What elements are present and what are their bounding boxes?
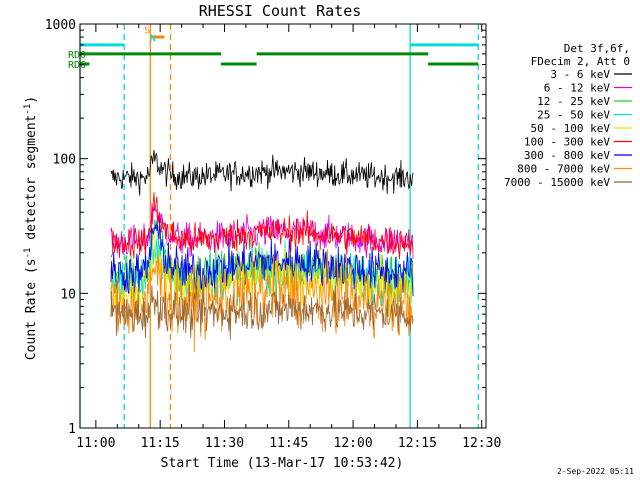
flag-letter-s: S bbox=[144, 26, 150, 37]
legend-header-line1: Det 3f,6f, bbox=[564, 42, 630, 55]
flag-letter-n: N bbox=[150, 34, 156, 45]
series-line-100-300-kev bbox=[110, 192, 414, 260]
chart-title: RHESSI Count Rates bbox=[199, 2, 362, 20]
flag-label-rd0: RD0 bbox=[68, 50, 86, 61]
y-tick-label-4: 1000 bbox=[45, 18, 76, 33]
x-tick-label-4: 11:45 bbox=[269, 436, 308, 451]
y-tick-label-1: 1 bbox=[68, 422, 76, 437]
x-axis-label: Start Time (13-Mar-17 10:53:42) bbox=[161, 456, 404, 471]
series-line-800-7000-kev bbox=[110, 248, 414, 353]
x-tick-label-1: 11:00 bbox=[76, 436, 115, 451]
legend-label-2: 6 - 12 keV bbox=[544, 82, 611, 95]
x-tick-label-3: 11:30 bbox=[205, 436, 244, 451]
legend-label-5: 50 - 100 keV bbox=[531, 122, 611, 135]
y-axis-label-sup2: -1 bbox=[23, 104, 33, 115]
legend-label-4: 25 - 50 keV bbox=[537, 109, 610, 122]
series-line-3-6-kev bbox=[110, 149, 414, 196]
legend-label-6: 100 - 300 keV bbox=[524, 136, 610, 149]
y-axis-label-part2: detector segment bbox=[24, 115, 39, 248]
x-tick-label-6: 12:15 bbox=[398, 436, 437, 451]
series-line-6-12-kev bbox=[110, 203, 414, 259]
y-tick-label-2: 10 bbox=[60, 287, 76, 302]
y-axis-label-part1: Count Rate (s bbox=[24, 258, 39, 360]
legend-label-9: 7000 - 15000 keV bbox=[504, 176, 610, 189]
legend-label-1: 3 - 6 keV bbox=[550, 68, 610, 81]
x-tick-label-7: 12:30 bbox=[462, 436, 501, 451]
legend-label-7: 300 - 800 keV bbox=[524, 149, 610, 162]
plot-frame bbox=[79, 23, 487, 429]
flag-label-rd6: RD6 bbox=[68, 60, 86, 71]
y-axis-label-sup1: -1 bbox=[23, 248, 33, 259]
y-tick-label-3: 100 bbox=[53, 153, 76, 168]
legend-label-3: 12 - 25 keV bbox=[537, 95, 610, 108]
x-tick-label-2: 11:15 bbox=[141, 436, 180, 451]
x-tick-label-5: 12:00 bbox=[334, 436, 373, 451]
legend-header-line2: FDecim 2, Att 0 bbox=[531, 55, 630, 68]
y-axis-label: Count Rate (s-1 detector segment-1) bbox=[23, 96, 39, 360]
footer-date: 2-Sep-2022 05:11 bbox=[557, 467, 634, 476]
y-axis-label-part3: ) bbox=[24, 96, 39, 104]
series-line-7000-15000-kev bbox=[110, 283, 414, 341]
legend-label-8: 800 - 7000 keV bbox=[517, 163, 610, 176]
